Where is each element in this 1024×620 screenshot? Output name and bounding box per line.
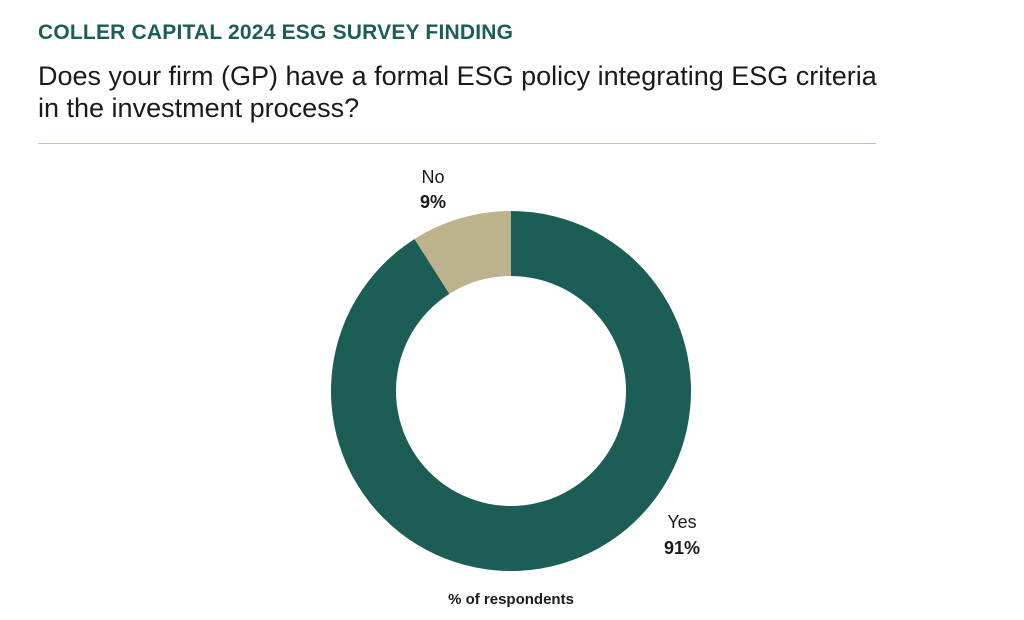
donut-slice-no bbox=[414, 211, 511, 294]
chart-kicker: COLLER CAPITAL 2024 ESG SURVEY FINDING bbox=[38, 21, 514, 44]
chart-caption: % of respondents bbox=[448, 591, 574, 608]
slice-value-yes: 91% bbox=[664, 538, 700, 558]
header-divider bbox=[38, 143, 876, 144]
slice-label-yes: Yes bbox=[667, 512, 696, 532]
donut-slice-yes bbox=[331, 211, 692, 571]
chart-question: Does your firm (GP) have a formal ESG po… bbox=[38, 61, 877, 123]
slice-value-no: 9% bbox=[420, 192, 446, 212]
donut-labels: Yes 91% No 9% bbox=[420, 167, 700, 558]
slice-label-no: No bbox=[421, 167, 444, 187]
donut-slices bbox=[331, 211, 692, 571]
